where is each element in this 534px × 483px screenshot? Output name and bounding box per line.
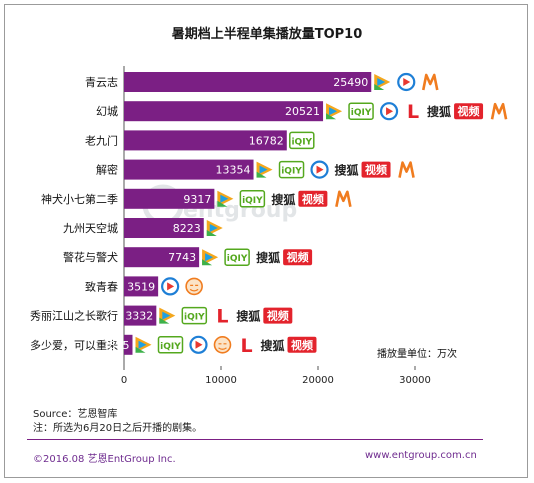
sohu-video-icon — [454, 103, 484, 120]
category-label: 解密 — [96, 163, 118, 177]
sohu-video-icon — [298, 190, 328, 207]
bar — [124, 247, 200, 268]
platform-logos — [206, 220, 223, 236]
sohu-video-icon — [283, 249, 313, 266]
category-label: 幻城 — [96, 105, 118, 118]
iqiyi-logo-text: iQIY — [281, 167, 302, 177]
bar — [124, 334, 133, 355]
sohu-logo-text: 搜狐 — [271, 192, 295, 207]
sohu-video-text: 视频 — [287, 250, 309, 264]
bar — [124, 101, 324, 122]
data-label: 8223 — [173, 222, 201, 235]
bar — [124, 188, 215, 209]
iqiyi-icon — [348, 102, 374, 120]
bar — [124, 305, 157, 326]
x-tick-label: 30000 — [399, 375, 431, 386]
sohu-logo-text: 搜狐 — [335, 163, 359, 178]
mango-tv-icon — [421, 73, 439, 91]
bar — [124, 72, 372, 92]
data-label: 13354 — [216, 164, 251, 177]
category-label: 秀丽江山之长歌行 — [30, 309, 118, 323]
platform-logos — [374, 72, 439, 92]
platform-logos — [161, 277, 203, 296]
data-label: 875 — [108, 339, 129, 352]
sohu-logo-text: 搜狐 — [256, 250, 280, 265]
iqiyi-icon — [239, 190, 266, 208]
sohu-video-icon — [287, 336, 317, 353]
iqiyi-icon — [278, 160, 305, 179]
sohu-video-icon — [263, 307, 293, 324]
letv-icon: L — [407, 101, 419, 123]
category-label: 警花与警犬 — [63, 250, 118, 264]
platform-logos: iQIY L 搜狐 视频 — [326, 101, 508, 123]
platform-logos: iQIY — [289, 131, 315, 150]
sohu-logo-text: 搜狐 — [236, 309, 260, 324]
sohu-video-text: 视频 — [302, 192, 324, 206]
sohu-video-text: 视频 — [291, 338, 313, 352]
data-label: 3332 — [125, 310, 153, 323]
platform-logos: iQIY 搜狐 视频 — [256, 160, 415, 179]
bar — [124, 218, 204, 238]
x-tick-label: 20000 — [302, 375, 334, 386]
unit-note: 播放量单位：万次 — [377, 347, 457, 360]
chart-title: 暑期档上半程单集播放量TOP10 — [171, 27, 363, 42]
footer-website: www.entgroup.com.cn — [365, 450, 477, 461]
platform-logos: iQIY 搜狐 视频 — [202, 248, 313, 266]
youku-icon — [189, 335, 208, 354]
iqiyi-logo-text: iQIY — [351, 108, 372, 118]
x-tick-label: 10000 — [205, 375, 237, 386]
bar — [124, 159, 254, 180]
note-text: 注：所选为6月20日之后开播的剧集。 — [33, 423, 203, 434]
category-label: 青云志 — [85, 76, 118, 89]
data-label: 7743 — [168, 251, 196, 264]
data-label: 9317 — [183, 193, 211, 206]
category-label: 老九门 — [85, 133, 118, 147]
iqiyi-logo-text: iQIY — [291, 137, 312, 147]
footer-copyright: ©2016.08 艺恩EntGroup Inc. — [33, 454, 176, 465]
category-label: 多少爱，可以重来 — [30, 338, 118, 352]
data-label: 16782 — [249, 134, 284, 147]
iqiyi-icon — [224, 248, 250, 266]
tudou-icon — [213, 335, 232, 354]
iqiyi-icon — [181, 306, 208, 325]
platform-logos: iQIY 搜狐 视频 — [217, 190, 352, 208]
iqiyi-logo-text: iQIY — [242, 196, 263, 206]
iqiyi-logo-text: iQIY — [227, 254, 248, 264]
platform-logos: iQIY L 搜狐 视频 — [159, 306, 293, 328]
iqiyi-icon — [157, 336, 184, 354]
data-label: 20521 — [285, 105, 320, 118]
mango-tv-icon — [335, 190, 352, 208]
source-text: Source：艺恩智库 — [33, 409, 118, 420]
youku-icon — [397, 72, 416, 92]
bar — [124, 276, 159, 297]
data-label: 25490 — [333, 76, 368, 89]
youku-icon — [161, 277, 180, 296]
category-label: 致青春 — [85, 279, 118, 293]
sohu-video-text: 视频 — [365, 163, 387, 177]
iqiyi-icon — [289, 131, 315, 150]
category-label: 九州天空城 — [63, 221, 118, 235]
letv-icon: L — [216, 306, 228, 328]
data-label: 3519 — [127, 280, 155, 293]
category-label: 神犬小七第二季 — [41, 192, 118, 206]
footer-divider — [27, 439, 483, 440]
mango-tv-icon — [490, 102, 508, 120]
letv-icon: L — [240, 335, 252, 357]
x-tick-label: 0 — [121, 375, 127, 386]
iqiyi-logo-text: iQIY — [184, 313, 205, 323]
platform-logos: iQIY L 搜狐 视频 — [135, 335, 317, 357]
youku-icon — [379, 102, 399, 121]
tudou-icon — [185, 277, 203, 296]
youku-icon — [310, 160, 329, 179]
sohu-video-text: 视频 — [458, 104, 480, 118]
sohu-logo-text: 搜狐 — [260, 338, 284, 353]
bar — [124, 130, 287, 151]
sohu-video-text: 视频 — [267, 309, 289, 323]
chart-frame: 暑期档上半程单集播放量TOP10 entgroup 0 10000 20000 3000… — [4, 4, 528, 478]
sohu-logo-text: 搜狐 — [427, 104, 451, 119]
mango-tv-icon — [398, 161, 415, 178]
sohu-video-icon — [361, 161, 391, 178]
iqiyi-logo-text: iQIY — [160, 342, 181, 352]
